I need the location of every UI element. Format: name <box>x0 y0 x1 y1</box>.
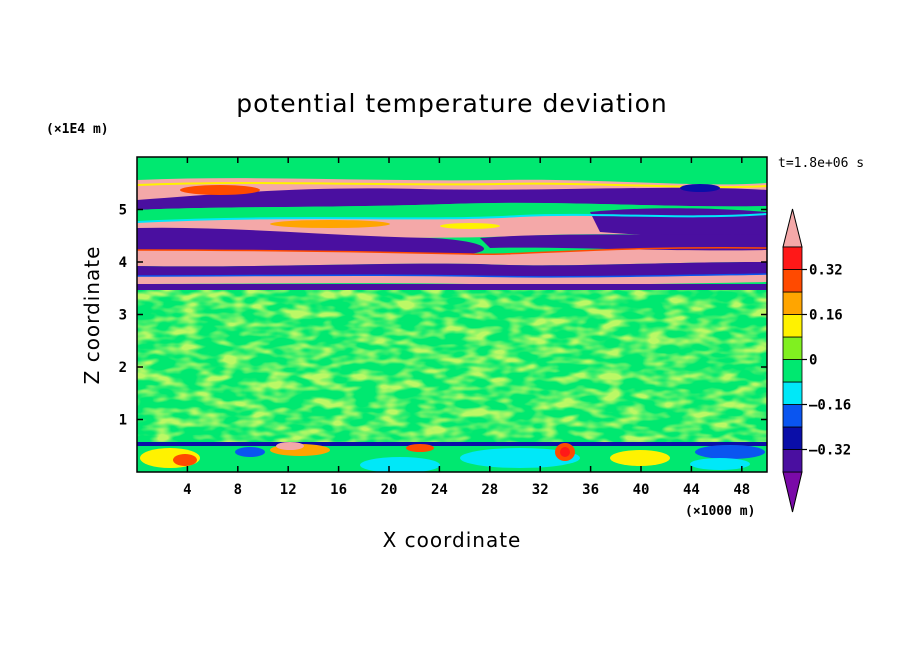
colorbar-swatch <box>782 314 803 338</box>
x-axis-label: X coordinate <box>383 528 522 552</box>
x-tick-label: 20 <box>381 482 398 498</box>
upper-green-strip <box>137 202 767 222</box>
colorbar: 0.32 0.16 0 –0.16 –0.32 <box>782 208 851 513</box>
colorbar-swatch <box>782 426 803 450</box>
x-tick-label: 40 <box>633 482 650 498</box>
upper-cold-band-1 <box>137 187 767 210</box>
colorbar-label: 0.32 <box>809 263 843 279</box>
x-axis: 4 8 12 16 20 24 28 32 36 40 44 48 <box>183 157 750 498</box>
upper-cold-band-2 <box>137 227 485 254</box>
cold-band-right <box>480 234 767 251</box>
y-tick-label: 2 <box>119 360 127 376</box>
colorbar-extend-low <box>782 471 803 513</box>
x-unit-label: (×1000 m) <box>685 504 755 519</box>
colorbar-swatch <box>782 404 803 428</box>
middle-warm-band <box>137 247 767 267</box>
x-tick-label: 44 <box>683 482 700 498</box>
colorbar-label: –0.16 <box>809 398 851 414</box>
colorbar-swatch <box>782 359 803 383</box>
x-tick-label: 36 <box>582 482 599 498</box>
top-green-band <box>137 157 767 185</box>
colorbar-extend-high <box>782 208 803 248</box>
y-axis: 1 2 3 4 5 <box>119 203 767 429</box>
x-tick-label: 32 <box>532 482 549 498</box>
chart-title: potential temperature deviation <box>236 89 667 118</box>
base-cold-line <box>137 284 767 290</box>
x-tick-label: 24 <box>431 482 448 498</box>
lower-cold-band <box>137 262 767 277</box>
y-tick-label: 1 <box>119 413 127 429</box>
y-tick-label: 4 <box>119 255 127 271</box>
x-tick-label: 48 <box>733 482 750 498</box>
colorbar-label: 0.16 <box>809 308 843 324</box>
contour-field <box>137 157 767 472</box>
x-tick-label: 28 <box>481 482 498 498</box>
x-tick-label: 4 <box>183 482 191 498</box>
field-texture <box>137 290 767 442</box>
y-tick-label: 3 <box>119 308 127 324</box>
y-axis-label: Z coordinate <box>80 246 104 385</box>
cold-pocket-right <box>590 208 767 237</box>
colorbar-label: –0.32 <box>809 443 851 459</box>
time-label: t=1.8e+06 s <box>778 156 864 171</box>
colorbar-swatch <box>782 246 803 270</box>
colorbar-swatch <box>782 449 803 473</box>
y-tick-label: 5 <box>119 203 127 219</box>
colorbar-swatch <box>782 269 803 293</box>
x-tick-label: 16 <box>330 482 347 498</box>
colorbar-swatch <box>782 336 803 360</box>
colorbar-swatch <box>782 381 803 405</box>
y-unit-label: (×1E4 m) <box>46 122 109 137</box>
colorbar-label: 0 <box>809 353 817 369</box>
colorbar-swatch <box>782 291 803 315</box>
x-tick-label: 12 <box>280 482 297 498</box>
x-tick-label: 8 <box>234 482 242 498</box>
